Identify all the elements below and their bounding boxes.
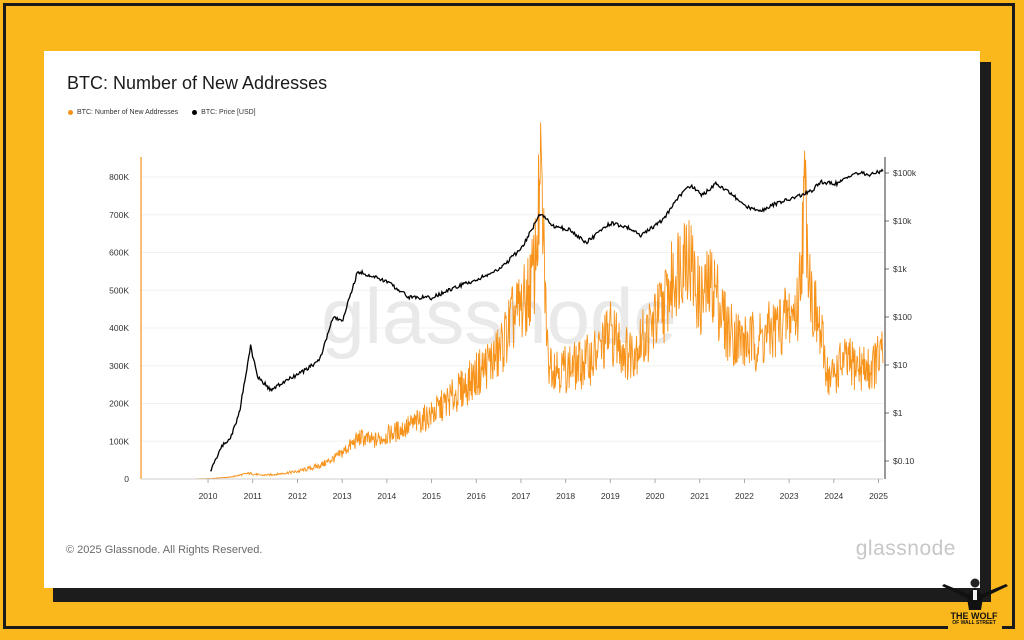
legend-item-price[interactable]: BTC: Price [USD] <box>192 109 256 116</box>
legend-label-new-addresses: BTC: Number of New Addresses <box>77 109 179 116</box>
plot-area <box>141 122 884 480</box>
x-tick-label: 2012 <box>288 491 307 501</box>
chart-title: BTC: Number of New Addresses <box>67 73 328 93</box>
y-right-tick-label: $1 <box>893 408 903 418</box>
x-tick-label: 2022 <box>735 491 754 501</box>
legend-label-price: BTC: Price [USD] <box>201 109 256 116</box>
wolf-badge-icon <box>942 578 1008 632</box>
y-left-tick-label: 800K <box>109 172 129 182</box>
chart-card: BTC: Number of New Addresses BTC: Number… <box>44 51 980 588</box>
legend-item-new-addresses[interactable]: BTC: Number of New Addresses <box>68 109 178 116</box>
y-right-tick-label: $100k <box>893 168 917 178</box>
y-left-tick-label: 400K <box>109 323 129 333</box>
wolf-badge-line1: THE WOLF <box>950 611 998 621</box>
outer-border <box>3 3 1015 629</box>
y-left-tick-label: 300K <box>109 361 129 371</box>
y-right-tick-label: $100 <box>893 312 912 322</box>
x-tick-label: 2020 <box>646 491 665 501</box>
y-left-tick-label: 200K <box>109 399 129 409</box>
footer-copyright: © 2025 Glassnode. All Rights Reserved. <box>66 544 263 556</box>
chart-svg: glassnode 0100K200K300K400K500K600K700K8… <box>109 122 917 501</box>
footer-brand-logo[interactable]: glassnode <box>855 537 956 560</box>
x-tick-label: 2024 <box>824 491 843 501</box>
x-tick-label: 2025 <box>869 491 888 501</box>
x-tick-label: 2010 <box>199 491 218 501</box>
y-left-tick-label: 700K <box>109 210 129 220</box>
x-tick-label: 2014 <box>377 491 396 501</box>
y-left-tick-label: 100K <box>109 436 129 446</box>
legend: BTC: Number of New Addresses BTC: Price … <box>68 109 256 116</box>
wolf-badge-text: THE WOLF OF WALL STREET <box>946 611 1002 627</box>
x-tick-label: 2018 <box>556 491 575 501</box>
series-line-new-addresses <box>141 122 884 480</box>
x-tick-label: 2015 <box>422 491 441 501</box>
x-tick-label: 2019 <box>601 491 620 501</box>
legend-swatch-new-addresses <box>68 110 73 115</box>
wolf-badge-line2: OF WALL STREET <box>952 620 996 626</box>
x-tick-label: 2021 <box>690 491 709 501</box>
series-line-price <box>210 168 884 472</box>
y-right-tick-label: $1k <box>893 264 907 274</box>
y-right-tick-label: $10 <box>893 360 907 370</box>
x-tick-label: 2013 <box>333 491 352 501</box>
y-left-tick-label: 0 <box>124 474 129 484</box>
x-tick-label: 2017 <box>511 491 530 501</box>
axes: 0 100K 200K 300K 400K 500K 600K 700K 800K $0.10 $1… <box>109 157 917 501</box>
x-tick-label: 2016 <box>467 491 486 501</box>
x-tick-label: 2011 <box>244 491 263 501</box>
x-tick-label: 2023 <box>780 491 799 501</box>
y-right-tick-label: $0.10 <box>893 456 915 466</box>
legend-swatch-price <box>192 110 198 115</box>
y-right-tick-label: $10k <box>893 216 912 226</box>
y-left-tick-label: 600K <box>109 248 129 258</box>
y-left-tick-label: 500K <box>109 285 129 295</box>
